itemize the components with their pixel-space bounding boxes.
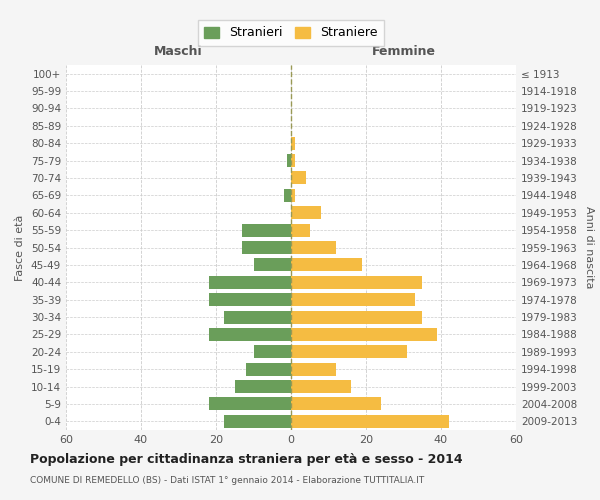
Bar [291,276,422,289]
Bar [291,241,336,254]
Bar [209,293,291,306]
Bar [291,136,295,149]
Bar [291,258,362,272]
Bar [246,362,291,376]
Text: Maschi: Maschi [154,44,203,58]
Bar [291,415,449,428]
Bar [209,398,291,410]
Bar [223,415,291,428]
Y-axis label: Anni di nascita: Anni di nascita [584,206,594,289]
Bar [291,206,321,220]
Bar [291,172,306,184]
Bar [235,380,291,393]
Bar [242,224,291,236]
Bar [209,328,291,341]
Bar [291,293,415,306]
Bar [223,310,291,324]
Legend: Stranieri, Straniere: Stranieri, Straniere [198,20,384,46]
Bar [291,189,295,202]
Bar [284,189,291,202]
Bar [291,310,422,324]
Bar [291,154,295,167]
Bar [291,346,407,358]
Bar [291,328,437,341]
Bar [291,380,351,393]
Bar [254,258,291,272]
Bar [254,346,291,358]
Bar [209,276,291,289]
Text: Femmine: Femmine [371,44,436,58]
Bar [291,224,310,236]
Y-axis label: Fasce di età: Fasce di età [16,214,25,280]
Bar [287,154,291,167]
Bar [242,241,291,254]
Text: Popolazione per cittadinanza straniera per età e sesso - 2014: Popolazione per cittadinanza straniera p… [30,452,463,466]
Text: COMUNE DI REMEDELLO (BS) - Dati ISTAT 1° gennaio 2014 - Elaborazione TUTTITALIA.: COMUNE DI REMEDELLO (BS) - Dati ISTAT 1°… [30,476,424,485]
Bar [291,398,381,410]
Bar [291,362,336,376]
